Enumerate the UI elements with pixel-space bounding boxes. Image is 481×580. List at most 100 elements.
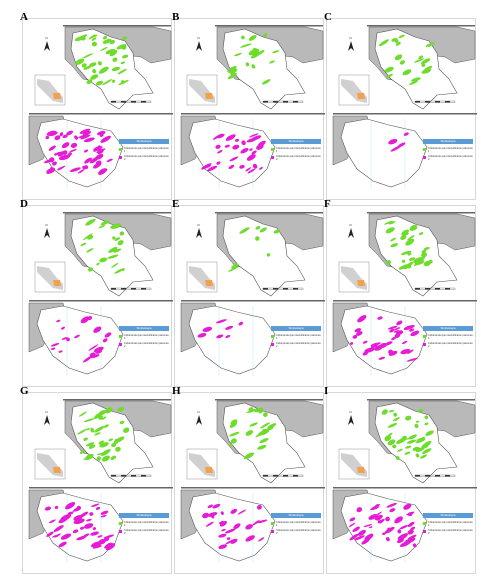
legend-label: Coberturas que intensificaron patrones 2 <box>276 529 321 535</box>
green-patch <box>391 38 398 42</box>
magenta-patch <box>65 502 76 510</box>
magenta-patch <box>95 506 101 510</box>
green-patch <box>405 445 412 449</box>
green-patch <box>248 48 260 56</box>
legend-title: Simbología <box>119 513 169 518</box>
magenta-patch <box>77 169 85 174</box>
magenta-patch <box>82 165 86 170</box>
green-patch <box>121 36 128 40</box>
green-patch <box>267 423 277 429</box>
green-patch <box>402 69 412 76</box>
green-patch <box>117 406 125 412</box>
green-patch <box>421 252 428 258</box>
green-patch <box>385 260 392 265</box>
scale-bar-segment <box>293 101 298 103</box>
green-patch <box>120 61 126 65</box>
state-outline-top <box>222 402 306 484</box>
green-patch <box>421 436 425 440</box>
magenta-patch <box>53 525 64 532</box>
magenta-patch <box>220 511 224 515</box>
magenta-patch <box>368 526 373 529</box>
magenta-patch <box>363 524 373 528</box>
green-patch <box>111 442 117 448</box>
magenta-patch <box>92 527 97 531</box>
magenta-patch <box>232 144 240 150</box>
green-patch <box>405 415 412 421</box>
scale-bar-segment <box>273 475 278 477</box>
panel-label: C <box>324 11 332 23</box>
magenta-patch <box>348 522 356 528</box>
magenta-patch <box>386 502 397 508</box>
top-map-layer <box>229 407 277 460</box>
magenta-patch <box>225 335 231 338</box>
green-patch <box>105 48 116 55</box>
north-label: N <box>198 36 200 40</box>
green-patch <box>98 415 103 420</box>
panel-label: G <box>20 385 29 397</box>
magenta-patch <box>93 146 103 151</box>
north-label: N <box>46 223 48 227</box>
legend-label: Coberturas que intensificaron patrones 1 <box>276 334 321 340</box>
legend-swatch <box>119 530 122 533</box>
green-patch <box>81 37 86 41</box>
magenta-patch <box>217 133 225 139</box>
magenta-patch <box>52 161 57 166</box>
green-patch <box>112 57 118 62</box>
magenta-patch <box>97 130 106 136</box>
magenta-patch <box>85 518 92 522</box>
panel-label: D <box>20 198 28 210</box>
magenta-patch <box>352 335 358 339</box>
magenta-patch <box>357 529 366 536</box>
scale-bar-segment <box>425 475 430 477</box>
scale-bar-segment <box>293 288 298 290</box>
green-patch <box>409 257 416 261</box>
map-svg: N <box>180 399 325 563</box>
green-patch <box>75 58 85 65</box>
green-patch <box>407 235 415 241</box>
green-patch <box>255 225 261 230</box>
bottom-map-layer <box>50 316 112 363</box>
magenta-patch <box>364 347 375 353</box>
top-map-layer <box>227 33 280 85</box>
magenta-patch <box>215 144 221 149</box>
scale-bar-segment <box>425 288 430 290</box>
north-label: N <box>350 223 352 227</box>
green-patch <box>401 229 409 236</box>
magenta-patch <box>202 512 210 519</box>
top-map-coord-strip <box>215 212 323 214</box>
legend-swatch <box>423 343 426 346</box>
scale-bar-segment <box>263 475 268 477</box>
legend-item-green: Coberturas que intensificaron patrones 1 <box>119 334 171 342</box>
north-arrow-icon <box>44 41 50 51</box>
green-patch <box>398 440 405 443</box>
green-patch <box>227 65 237 73</box>
legend-swatch <box>119 335 122 338</box>
magenta-patch <box>225 134 236 141</box>
green-patch <box>259 227 267 233</box>
green-patch <box>249 422 258 427</box>
legend-item-green: Coberturas que intensificaron patrones 1 <box>423 521 475 529</box>
green-patch <box>381 409 388 415</box>
green-patch <box>91 37 97 41</box>
magenta-patch <box>207 504 214 509</box>
magenta-patch <box>80 526 85 530</box>
magenta-patch <box>384 526 395 534</box>
scale-bar-segment <box>141 288 146 290</box>
green-patch <box>113 436 125 444</box>
magenta-patch <box>259 167 263 170</box>
magenta-patch <box>70 142 78 148</box>
green-patch <box>101 455 110 462</box>
green-patch <box>424 415 429 420</box>
legend-item-green: Coberturas que intensificaron patrones 1 <box>271 521 323 529</box>
bottom-map-layer <box>197 319 244 339</box>
green-patch <box>392 444 397 449</box>
green-patch <box>263 33 268 37</box>
magenta-patch <box>49 519 56 524</box>
magenta-patch <box>66 130 74 136</box>
scale-bar-segment <box>141 475 146 477</box>
green-patch <box>411 434 417 438</box>
green-patch <box>115 446 121 452</box>
magenta-patch <box>92 545 102 549</box>
green-patch <box>85 442 95 447</box>
magenta-patch <box>83 137 95 142</box>
